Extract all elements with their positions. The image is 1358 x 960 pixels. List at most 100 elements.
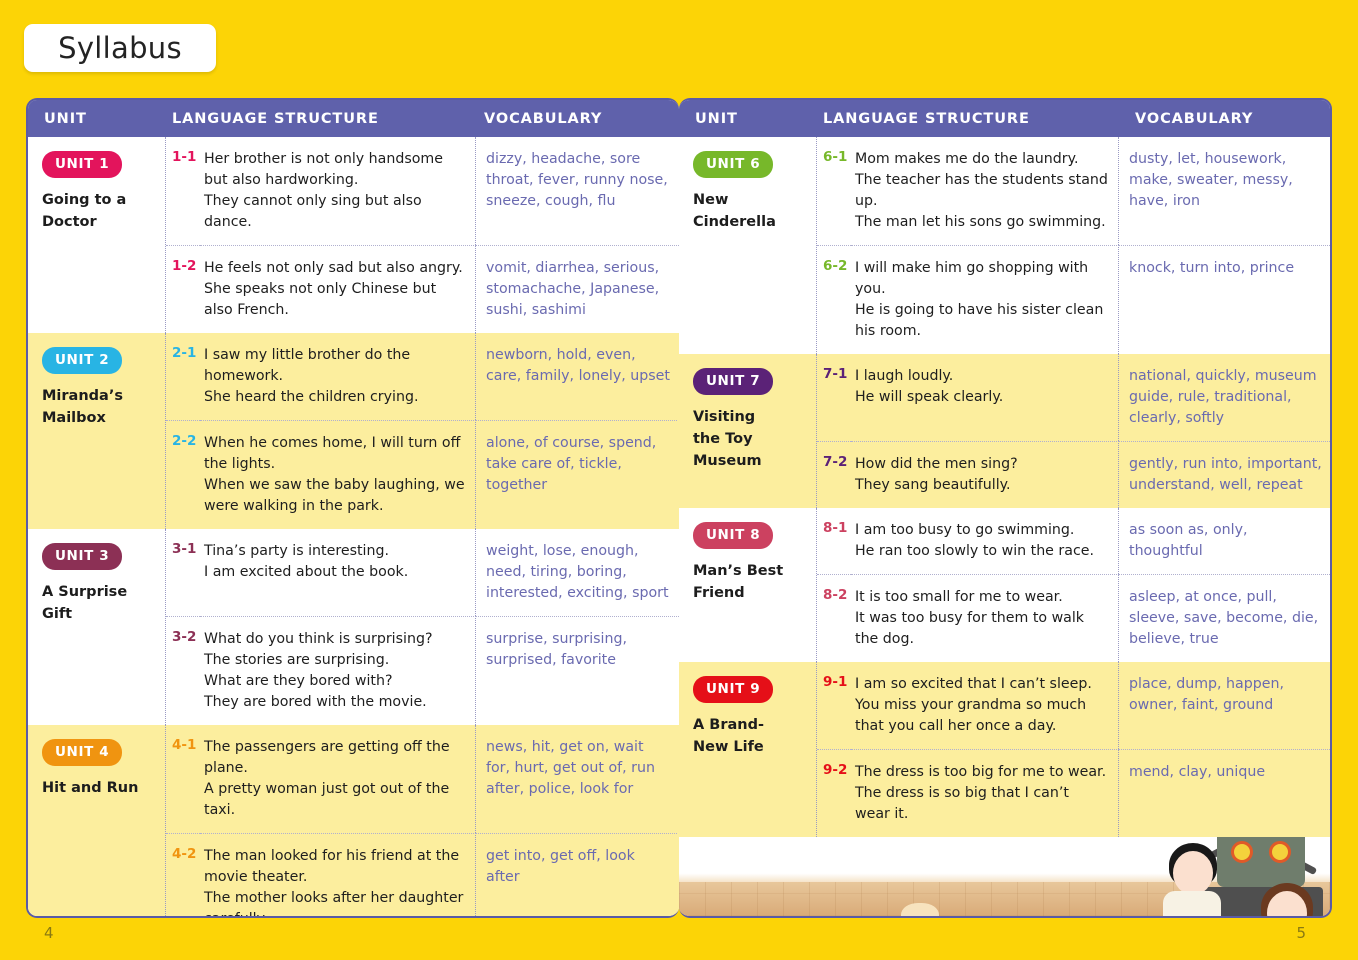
rocking-horse-head xyxy=(901,903,939,916)
page-title: Syllabus xyxy=(58,31,182,65)
left-page-table: UNIT LANGUAGE STRUCTURE VOCABULARY UNIT … xyxy=(26,98,679,918)
lesson-row: 9-1 I am so excited that I can’t sleep. Yo… xyxy=(817,662,1330,750)
vocabulary-cell: weight, lose, enough, need, tiring, bori… xyxy=(486,543,669,602)
adult1-head xyxy=(1173,851,1213,896)
unit-title: Hit and Run xyxy=(42,780,139,797)
lesson-number: 3-2 xyxy=(166,616,200,725)
right-table-body: UNIT 6 New Cinderella 6-1 Mom makes me do th… xyxy=(679,137,1330,838)
unit-group: UNIT 7 Visiting the Toy Museum 7-1 I laugh lo… xyxy=(679,354,1330,509)
lesson-number: 9-1 xyxy=(823,674,848,691)
unit-title: Miranda’s Mailbox xyxy=(42,388,123,427)
language-structure-cell: Tina’s party is interesting. I am excited… xyxy=(200,529,476,617)
lesson-row: 1-2 He feels not only sad but also angry.… xyxy=(166,245,679,334)
lesson-row: 8-1 I am too busy to go swimming. He ran t… xyxy=(817,508,1330,575)
unit-group: UNIT 2 Miranda’s Mailbox 2-1 I saw my little… xyxy=(28,333,679,530)
language-structure-cell: I am too busy to go swimming. He ran too … xyxy=(851,508,1119,575)
unit-group: UNIT 1 Going to a Doctor 1-1 Her brother is … xyxy=(28,137,679,334)
lesson-number: 6-2 xyxy=(817,245,851,354)
unit-badge[interactable]: UNIT 8 xyxy=(693,522,774,550)
unit-group: UNIT 6 New Cinderella 6-1 Mom makes me do th… xyxy=(679,137,1330,355)
vocabulary-cell: newborn, hold, even, care, family, lonel… xyxy=(486,347,670,385)
robot-eye-left xyxy=(1231,841,1253,864)
column-header-unit: UNIT xyxy=(44,110,87,127)
lesson-row: 3-1 Tina’s party is interesting. I am exci… xyxy=(166,529,679,617)
vocabulary-cell: gently, run into, important, understand,… xyxy=(1119,441,1330,508)
unit-badge[interactable]: UNIT 3 xyxy=(42,543,123,571)
robot-eye-right xyxy=(1269,841,1291,864)
unit-group: UNIT 4 Hit and Run 4-1 The passengers are g… xyxy=(28,725,679,916)
unit-group: UNIT 8 Man’s Best Friend 8-1 I am too busy t… xyxy=(679,508,1330,663)
language-structure-cell: I laugh loudly. He will speak clearly. xyxy=(851,354,1119,442)
lesson-row: 4-2 The man looked for his friend at the … xyxy=(166,833,679,916)
unit-title: Man’s Best Friend xyxy=(693,563,784,602)
vocabulary-cell: news, hit, get on, wait for, hurt, get o… xyxy=(486,739,655,798)
language-structure-cell: Mom makes me do the laundry. The teacher … xyxy=(851,137,1119,246)
lesson-number: 9-2 xyxy=(817,749,851,837)
lesson-row: 2-1 I saw my little brother do the homewo… xyxy=(166,333,679,421)
vocabulary-cell: get into, get off, look after xyxy=(476,833,679,916)
language-structure-cell: How did the men sing? They sang beautiful… xyxy=(851,441,1119,509)
robot-head xyxy=(1217,837,1305,888)
column-header-vocabulary-right: VOCABULARY xyxy=(1135,110,1254,127)
adult1-body xyxy=(1163,891,1221,916)
lesson-list: 8-1 I am too busy to go swimming. He ran t… xyxy=(817,508,1330,663)
language-structure-cell: Her brother is not only handsome but als… xyxy=(200,137,476,246)
language-structure-cell: The man looked for his friend at the mov… xyxy=(200,833,476,916)
unit-badge[interactable]: UNIT 1 xyxy=(42,151,123,178)
lesson-number: 2-2 xyxy=(166,420,200,529)
lesson-number: 6-1 xyxy=(823,149,848,165)
lesson-number: 8-2 xyxy=(817,574,851,662)
right-page-table: UNIT LANGUAGE STRUCTURE VOCABULARY UNIT … xyxy=(679,98,1332,918)
column-header-language-right: LANGUAGE STRUCTURE xyxy=(823,110,1030,127)
lesson-row: 3-2 What do you think is surprising? The s… xyxy=(166,616,679,726)
lesson-row: 4-1 The passengers are getting off the pl… xyxy=(166,725,679,834)
lesson-row: 6-1 Mom makes me do the laundry. The teach… xyxy=(817,137,1330,246)
language-structure-cell: I am so excited that I can’t sleep. You m… xyxy=(851,662,1119,750)
vocabulary-cell: dusty, let, housework, make, sweater, me… xyxy=(1129,151,1293,210)
unit-badge[interactable]: UNIT 7 xyxy=(693,368,774,396)
syllabus-spread: UNIT LANGUAGE STRUCTURE VOCABULARY UNIT … xyxy=(26,98,1332,918)
vocabulary-cell: vomit, diarrhea, serious, stomachache, J… xyxy=(476,245,679,333)
language-structure-cell: It is too small for me to wear. It was to… xyxy=(851,574,1119,663)
unit-cell: UNIT 9 A Brand- New Life xyxy=(679,662,817,838)
language-structure-cell: When he comes home, I will turn off the … xyxy=(200,420,476,530)
vocabulary-cell: mend, clay, unique xyxy=(1119,749,1330,837)
unit-cell: UNIT 4 Hit and Run xyxy=(28,725,166,916)
unit-title: New Cinderella xyxy=(693,192,776,231)
unit-title: Visiting the Toy Museum xyxy=(693,409,762,470)
unit-cell: UNIT 1 Going to a Doctor xyxy=(28,137,166,334)
unit-cell: UNIT 2 Miranda’s Mailbox xyxy=(28,333,166,530)
lesson-number: 2-1 xyxy=(172,345,197,362)
unit-badge[interactable]: UNIT 4 xyxy=(42,739,123,767)
unit-cell: UNIT 7 Visiting the Toy Museum xyxy=(679,354,817,509)
lesson-number: 4-2 xyxy=(166,833,200,916)
vocabulary-cell: alone, of course, spend, take care of, t… xyxy=(476,420,679,529)
unit-badge[interactable]: UNIT 9 xyxy=(693,676,774,704)
vocabulary-cell: national, quickly, museum guide, rule, t… xyxy=(1129,368,1317,427)
lesson-number: 1-1 xyxy=(172,149,197,165)
page-title-tab: Syllabus xyxy=(24,24,216,72)
unit-title: A Surprise Gift xyxy=(42,584,128,623)
left-table-body: UNIT 1 Going to a Doctor 1-1 Her brother is … xyxy=(28,137,679,916)
lesson-number: 7-2 xyxy=(817,441,851,508)
vocabulary-cell: place, dump, happen, owner, faint, groun… xyxy=(1129,676,1284,714)
lesson-row: 7-1 I laugh loudly. He will speak clearly.… xyxy=(817,354,1330,442)
toy-museum-illustration: T O Y xyxy=(679,837,1330,916)
lesson-list: 1-1 Her brother is not only handsome but … xyxy=(166,137,679,334)
lesson-row: 2-2 When he comes home, I will turn off t… xyxy=(166,420,679,530)
lesson-row: 7-2 How did the men sing? They sang beauti… xyxy=(817,441,1330,509)
unit-badge[interactable]: UNIT 2 xyxy=(42,347,123,375)
lesson-row: 6-2 I will make him go shopping with you.… xyxy=(817,245,1330,355)
left-table-header: UNIT LANGUAGE STRUCTURE VOCABULARY xyxy=(28,100,679,137)
lesson-number: 7-1 xyxy=(823,366,848,383)
language-structure-cell: I saw my little brother do the homework.… xyxy=(200,333,476,421)
unit-badge[interactable]: UNIT 6 xyxy=(693,151,774,178)
column-header-language: LANGUAGE STRUCTURE xyxy=(172,110,379,127)
lesson-list: 6-1 Mom makes me do the laundry. The teach… xyxy=(817,137,1330,355)
vocabulary-cell: as soon as, only, thoughtful xyxy=(1129,522,1248,560)
unit-group: UNIT 3 A Surprise Gift 3-1 Tina’s party is i… xyxy=(28,529,679,726)
language-structure-cell: I will make him go shopping with you. He … xyxy=(851,245,1119,355)
unit-cell: UNIT 3 A Surprise Gift xyxy=(28,529,166,726)
column-header-unit-right: UNIT xyxy=(695,110,738,127)
